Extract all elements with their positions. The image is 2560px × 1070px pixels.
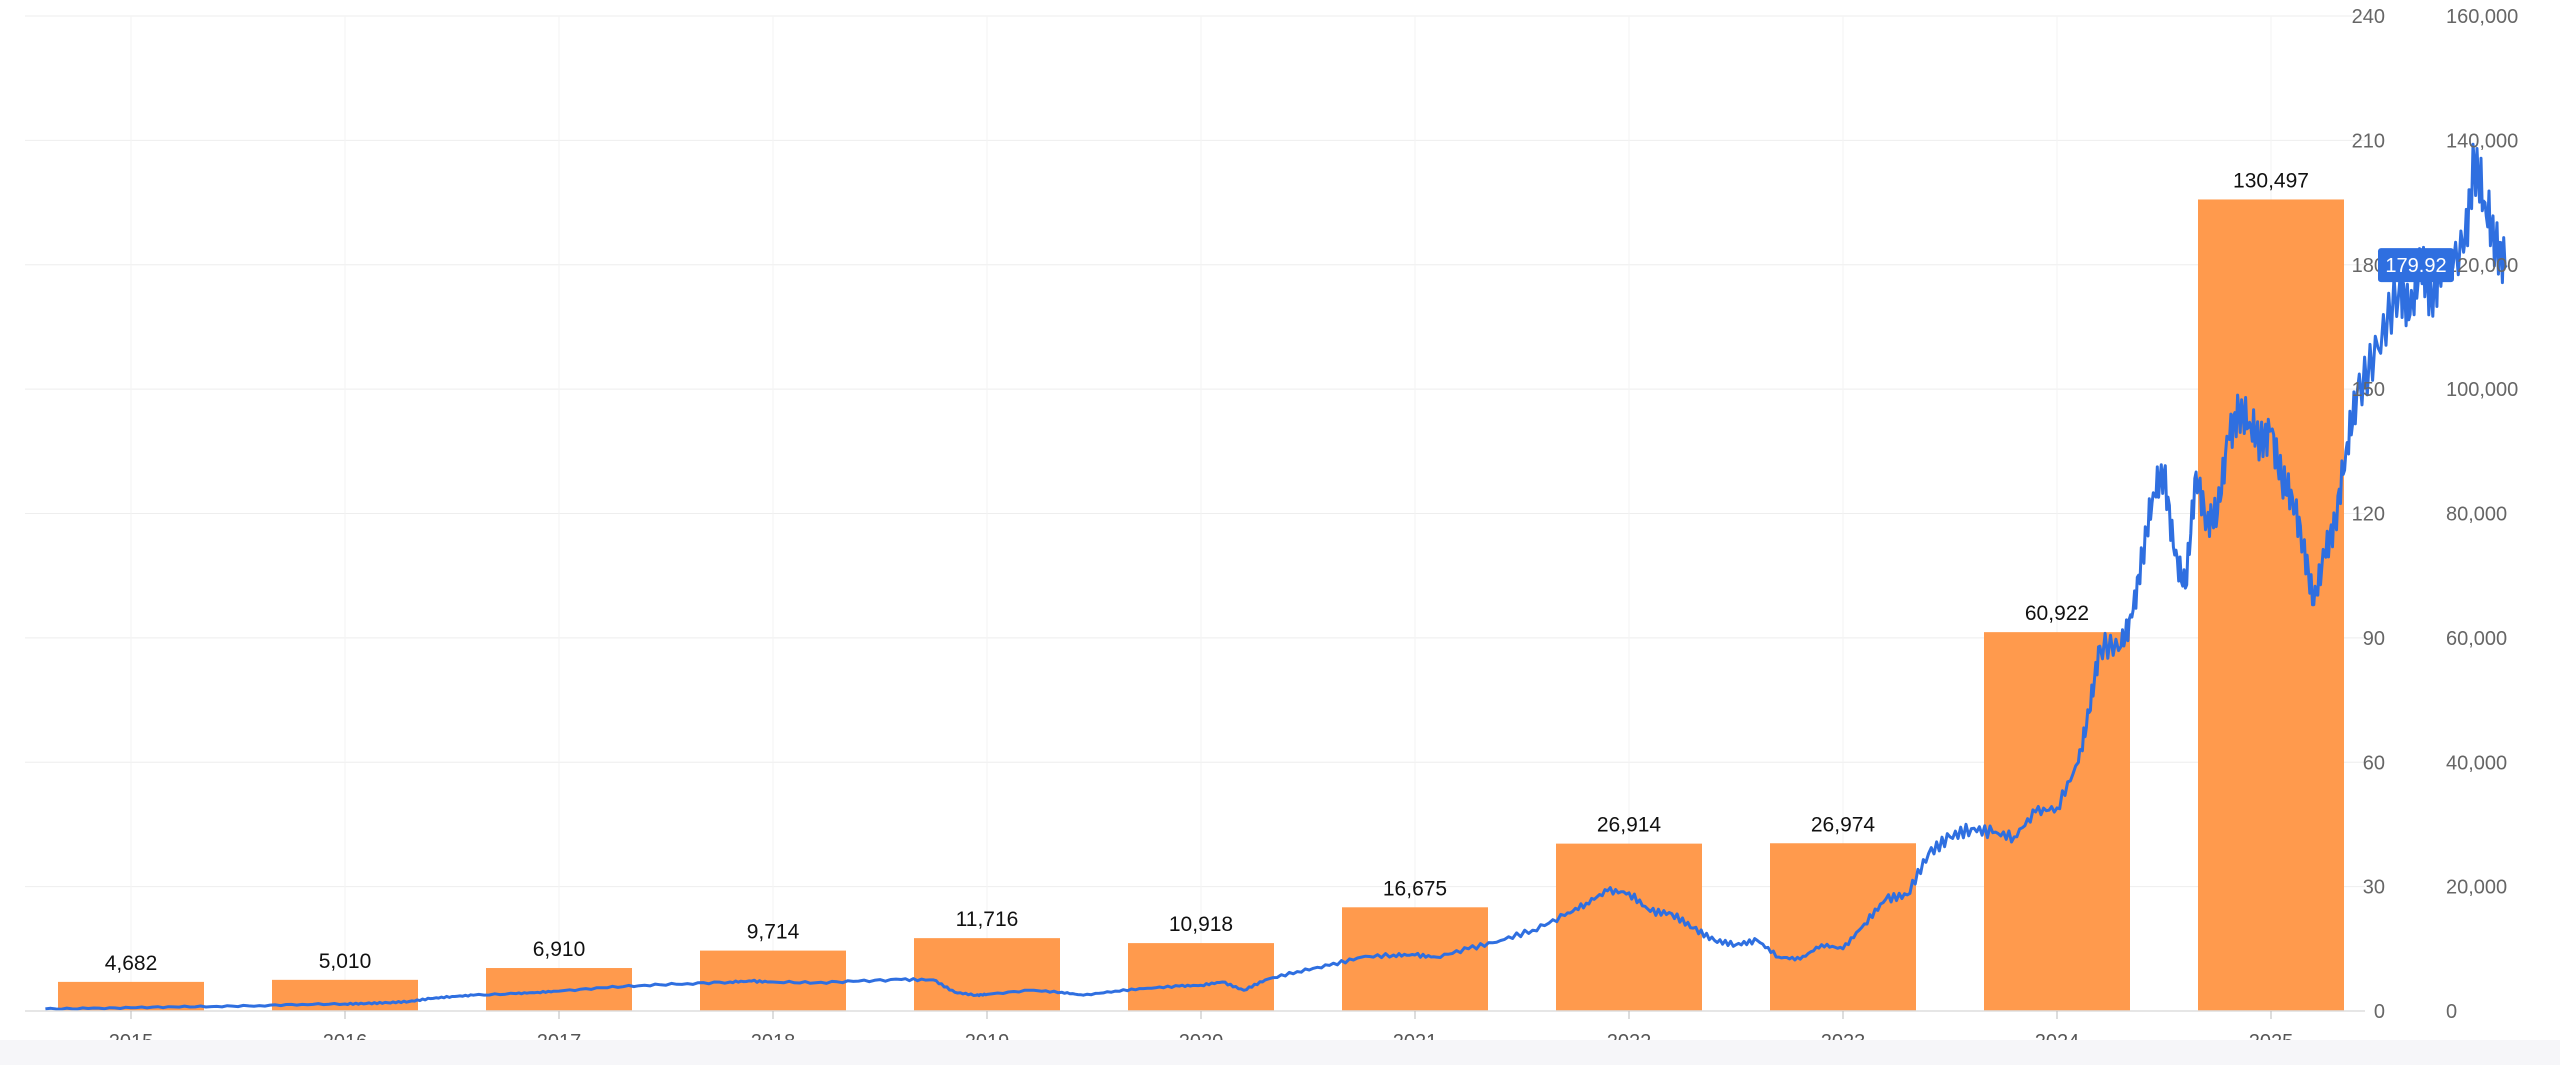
last-price-badge <box>2378 248 2454 283</box>
last-price-label: 179.92 <box>2385 255 2446 277</box>
revenue-axis-tick-label: 160,000 <box>2446 6 2518 28</box>
bar-value-label: 16,675 <box>1383 877 1447 900</box>
bar-value-label: 6,910 <box>533 938 586 961</box>
bar-2017 <box>486 968 632 1011</box>
price-line <box>45 142 2508 1011</box>
revenue-axis-tick-label: 80,000 <box>2446 504 2507 526</box>
price-axis-tick-label: 90 <box>2363 628 2385 650</box>
bar-value-label: 60,922 <box>2025 602 2089 625</box>
bar-2025 <box>2198 199 2344 1011</box>
bar-value-label: 11,716 <box>956 908 1019 931</box>
bar-value-label: 130,497 <box>2233 169 2309 192</box>
price-axis-tick-label: 60 <box>2363 752 2385 774</box>
bar-2020 <box>1128 943 1274 1011</box>
price-axis-tick-label: 120 <box>2352 504 2385 526</box>
revenue-axis-tick-label: 140,000 <box>2446 130 2518 152</box>
revenue-axis-tick-label: 40,000 <box>2446 752 2507 774</box>
price-axis-tick-label: 240 <box>2352 6 2385 28</box>
price-axis-tick-label: 150 <box>2352 379 2385 401</box>
bar-2024 <box>1984 632 2130 1011</box>
revenue-axis-tick-label: 100,000 <box>2446 379 2518 401</box>
bar-value-label: 26,974 <box>1811 813 1876 836</box>
bar-value-label: 4,682 <box>105 952 158 975</box>
bar-2016 <box>272 979 418 1011</box>
revenue-axis-tick-label: 20,000 <box>2446 877 2507 899</box>
footer-strip <box>0 1040 2560 1065</box>
price-axis-tick-label: 180 <box>2352 255 2385 277</box>
bar-value-label: 26,914 <box>1597 814 1662 837</box>
bar-2023 <box>1770 843 1916 1011</box>
bar-2022 <box>1556 843 1702 1011</box>
bar-value-label: 9,714 <box>747 921 800 944</box>
revenue-axis-tick-label: 60,000 <box>2446 628 2507 650</box>
bar-2019 <box>914 938 1060 1011</box>
price-axis-tick-label: 30 <box>2363 877 2385 899</box>
price-axis-tick-label: 0 <box>2374 1001 2385 1023</box>
revenue-axis-tick-label: 120,000 <box>2446 255 2518 277</box>
bar-value-label: 5,010 <box>319 950 372 973</box>
revenue-axis-tick-label: 0 <box>2446 1001 2457 1023</box>
bar-2021 <box>1342 907 1488 1011</box>
price-axis-tick-label: 210 <box>2352 130 2385 152</box>
bar-value-label: 10,918 <box>1169 913 1233 936</box>
